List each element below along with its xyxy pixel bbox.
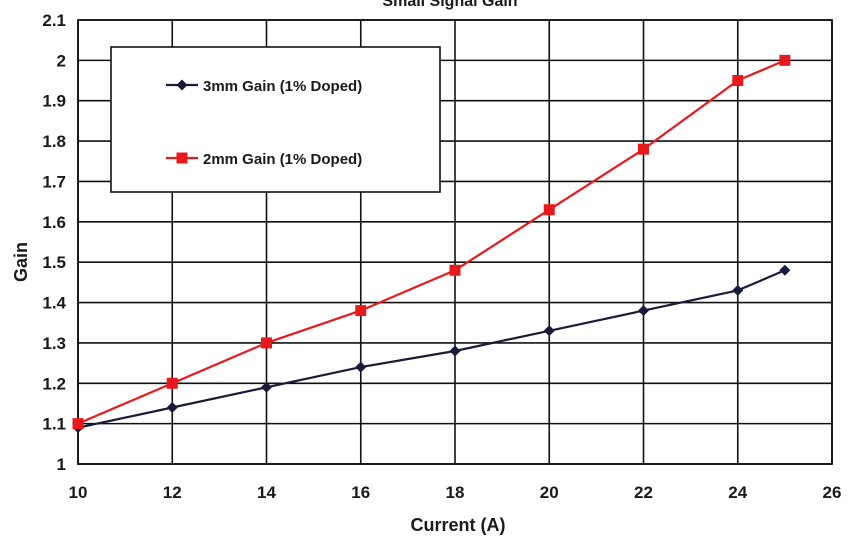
chart-title: Small Signal Gain	[382, 0, 517, 10]
x-tick-label: 12	[163, 483, 182, 502]
data-point-diamond	[449, 345, 461, 357]
data-point-square	[449, 264, 461, 276]
y-tick-label: 1.2	[42, 374, 66, 393]
series-2	[72, 54, 791, 430]
data-point-square	[732, 75, 744, 87]
x-tick-label: 24	[728, 483, 747, 502]
data-point-diamond	[261, 381, 272, 393]
y-tick-label: 2.1	[42, 11, 66, 30]
series-line	[77, 269, 786, 429]
data-point-diamond	[732, 284, 744, 296]
data-point-diamond	[779, 264, 791, 276]
x-tick-label: 22	[634, 483, 653, 502]
x-tick-label: 14	[257, 483, 276, 502]
data-point-diamond	[355, 361, 367, 373]
data-point-square	[355, 305, 367, 317]
y-tick-label: 1.7	[42, 172, 66, 191]
legend-entry: 3mm Gain (1% Doped)	[166, 78, 362, 95]
legend-label: 2mm Gain (1% Doped)	[203, 151, 362, 168]
series-1	[72, 264, 791, 434]
legend-entry: 2mm Gain (1% Doped)	[166, 151, 362, 168]
y-tick-label: 1.5	[42, 253, 66, 272]
data-point-diamond	[638, 305, 649, 317]
y-tick-label: 2	[57, 51, 66, 70]
y-tick-label: 1.9	[42, 92, 66, 111]
x-tick-label: 10	[69, 483, 88, 502]
plot-frame	[77, 19, 833, 465]
legend: 3mm Gain (1% Doped) 2mm Gain (1% Doped)	[110, 46, 441, 193]
x-tick-label: 20	[540, 483, 559, 502]
y-tick-label: 1.1	[42, 415, 66, 434]
data-point-diamond	[176, 79, 188, 91]
y-tick-label: 1.3	[42, 334, 66, 353]
x-axis-title: Current (A)	[411, 515, 506, 535]
y-tick-label: 1	[57, 455, 66, 474]
data-point-square	[543, 204, 555, 216]
legend-label: 3mm Gain (1% Doped)	[203, 78, 362, 95]
legend-box	[110, 46, 441, 193]
data-point-square	[72, 418, 84, 430]
x-tick-label: 18	[446, 483, 465, 502]
data-point-diamond	[166, 401, 178, 413]
data-point-diamond	[543, 325, 555, 337]
series-layer	[72, 54, 791, 434]
data-point-square	[176, 152, 188, 164]
data-point-square	[638, 143, 649, 155]
data-point-square	[779, 54, 791, 66]
x-tick-label: 26	[823, 483, 842, 502]
axes: 1 1.1 1.2 1.3 1.4 1.5 1.6 1.7 1.8 1.9 2 2.1 10 12 14 16…	[42, 11, 841, 502]
y-tick-label: 1.8	[42, 132, 66, 151]
y-axis-title: Gain	[11, 242, 31, 282]
y-tick-label: 1.4	[42, 294, 66, 313]
data-point-square	[166, 377, 178, 389]
x-tick-label: 16	[351, 483, 370, 502]
data-point-square	[261, 337, 272, 349]
y-tick-label: 1.6	[42, 213, 66, 232]
